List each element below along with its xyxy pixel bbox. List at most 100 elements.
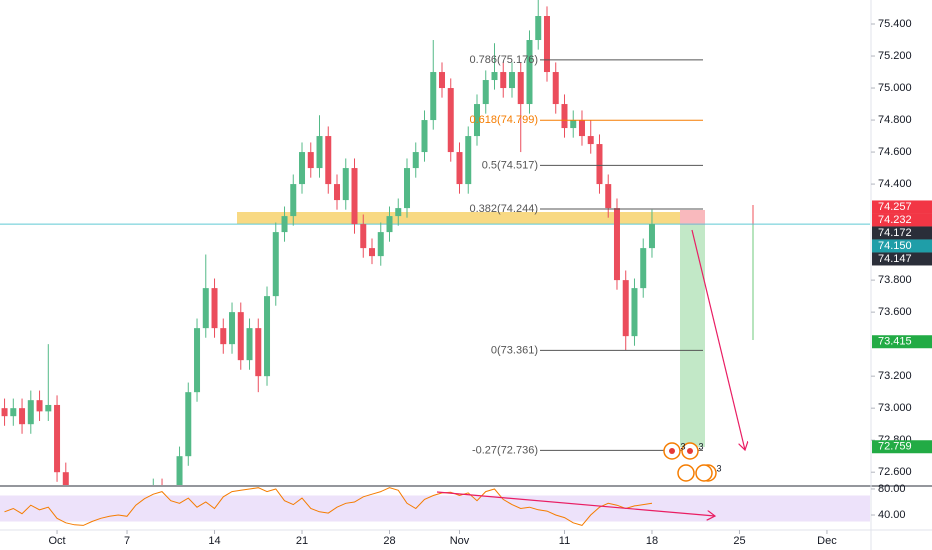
support-zone [237, 212, 680, 224]
price-tag [872, 252, 932, 266]
candle-body [543, 16, 550, 73]
divergence-line [436, 491, 715, 516]
candle-body [605, 184, 612, 209]
y-tick-label: 75.400 [878, 18, 912, 30]
candle-body [272, 232, 279, 297]
y-tick-label: 74.800 [878, 114, 912, 126]
price-tag-label: 73.415 [878, 336, 912, 348]
x-tick-label: Nov [450, 535, 470, 547]
candle-body [1, 408, 8, 417]
candle-body [377, 232, 384, 257]
price-tag-label: 74.172 [878, 227, 912, 239]
price-pane: 0.786(75.176) 0.618(74.799) 0.5(74.517) 0.3… [0, 0, 870, 550]
candle-body [404, 168, 411, 209]
candle-body [19, 408, 26, 425]
price-tag-label: 74.257 [878, 201, 912, 213]
candle-body [640, 248, 647, 289]
x-tick-label: 25 [733, 535, 745, 547]
fib-label: 0(73.361) [491, 344, 538, 356]
candle-body [482, 80, 489, 105]
event-badge [695, 464, 713, 482]
y-tick-label: 74.400 [878, 178, 912, 190]
candle-body [456, 152, 463, 185]
y-tick-label: 75.200 [878, 50, 912, 62]
candle-body [631, 288, 638, 337]
candle-body [473, 104, 480, 137]
rsi-tick-label: 40.00 [878, 509, 906, 521]
candle-body [237, 312, 244, 361]
stop-zone [680, 210, 705, 225]
candle-body [89, 536, 95, 550]
candle-body [307, 152, 314, 169]
rsi-pane [4, 487, 653, 526]
candle-body [98, 520, 104, 536]
candle-body [360, 224, 367, 249]
candle-body [72, 520, 78, 536]
projection-arrow [691, 229, 745, 450]
rsi-tick-label: 80.00 [878, 483, 906, 495]
candle-body [36, 400, 43, 412]
candle-body [500, 72, 507, 89]
event-dot [669, 448, 675, 454]
candle-body [395, 208, 402, 217]
fib-label: 0.618(74.799) [470, 114, 539, 126]
y-tick-label: 73.800 [878, 274, 912, 286]
candle-body [281, 216, 288, 233]
price-tag [872, 335, 932, 349]
price-tag [872, 226, 932, 240]
candle-body [185, 392, 192, 457]
candle-body [246, 328, 253, 361]
axes: 75.400 75.200 75.000 74.800 74.600 74.400 73.8… [48, 18, 932, 547]
price-tag [872, 200, 932, 214]
candle-body [438, 72, 445, 89]
candle-body [10, 408, 17, 417]
fib-label: 0.5(74.517) [482, 159, 538, 171]
x-tick-label: 14 [208, 535, 220, 547]
y-tick-label: 72.600 [878, 466, 912, 478]
candle-body [334, 184, 341, 201]
candle-body [578, 120, 585, 137]
event-count: 3 [680, 441, 685, 451]
candle-body [552, 72, 559, 105]
candle-body [622, 280, 629, 337]
candle-body [290, 184, 297, 217]
candle-body [62, 472, 69, 485]
x-tick-label: 28 [383, 535, 395, 547]
price-tag-label: 72.759 [878, 441, 912, 453]
candle-body [421, 120, 428, 153]
candle-body [80, 536, 86, 550]
price-tag-label: 74.150 [878, 240, 912, 252]
candle-body [526, 40, 533, 105]
candle-body [299, 152, 306, 185]
candle-body [342, 168, 349, 201]
candle-body [648, 224, 655, 249]
y-tick-label: 73.600 [878, 306, 912, 318]
price-tag-label: 74.232 [878, 214, 912, 226]
event-dot [687, 448, 693, 454]
candle-body [316, 136, 323, 169]
candle-body [255, 328, 262, 377]
candle-body [508, 72, 515, 89]
candle-body [596, 144, 603, 185]
x-tick-label: 21 [296, 535, 308, 547]
event-badges: 3 3 3 [663, 441, 722, 482]
candle-body [27, 400, 34, 425]
candle-body [220, 328, 227, 345]
price-tag [872, 440, 932, 454]
candle-body [570, 120, 577, 129]
y-tick-label: 74.600 [878, 146, 912, 158]
candle-body [369, 248, 376, 257]
price-tag-label: 74.147 [878, 253, 912, 265]
fib-label: 0.786(75.176) [470, 54, 539, 66]
event-count: 3 [716, 463, 721, 473]
candle-body [325, 136, 332, 185]
price-tag [872, 213, 932, 227]
candle-body [465, 136, 472, 185]
candle-body [176, 456, 183, 485]
y-tick-label: 73.200 [878, 370, 912, 382]
candle-body [194, 328, 201, 393]
rsi-line [4, 487, 653, 526]
candle-body [412, 152, 419, 169]
price-tag [872, 239, 932, 253]
